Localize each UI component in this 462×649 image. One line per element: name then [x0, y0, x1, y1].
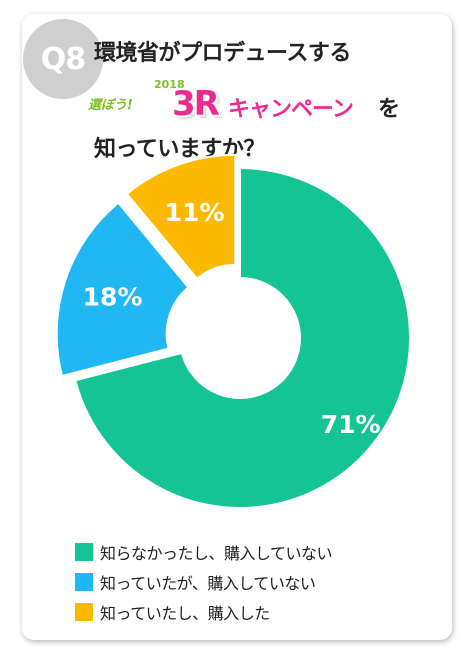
slice-value-label-3: 11%: [165, 198, 225, 227]
legend-label-3: 知っていたし、購入した: [100, 604, 270, 623]
legend-item-2: 知っていたが、購入していない: [75, 567, 445, 597]
legend-swatch-2: [75, 573, 93, 591]
question-number: Q8: [40, 41, 86, 77]
legend-item-3: 知っていたし、購入した: [75, 597, 445, 627]
campaign-logo: 選ぼう! 2018 3R キャンペーン を: [88, 78, 448, 130]
question-text-line1: 環境省がプロデュースする: [94, 41, 351, 66]
slice-value-label-1: 71%: [321, 410, 381, 439]
slice-value-label-2: 18%: [83, 283, 143, 312]
legend: 知らなかったし、購入していない 知っていたが、購入していない 知っていたし、購入した: [75, 537, 445, 627]
campaign-word: キャンペーン: [228, 97, 354, 122]
legend-swatch-3: [75, 603, 93, 621]
legend-swatch-1: [75, 543, 93, 561]
legend-item-1: 知らなかったし、購入していない: [75, 537, 445, 567]
campaign-lead: 選ぼう!: [88, 98, 133, 113]
campaign-year: 2018: [154, 78, 185, 91]
legend-label-1: 知らなかったし、購入していない: [100, 544, 333, 563]
question-badge: Q8: [23, 19, 103, 99]
question-text-line3: 知っていますか？: [94, 137, 265, 162]
campaign-3r-mark: 3R: [172, 84, 220, 124]
campaign-particle: を: [378, 97, 401, 122]
donut-slice-1: [74, 166, 411, 509]
donut-slice-2: [55, 201, 190, 378]
legend-label-2: 知っていたが、購入していない: [100, 574, 316, 593]
donut-slice-3: [125, 153, 237, 281]
